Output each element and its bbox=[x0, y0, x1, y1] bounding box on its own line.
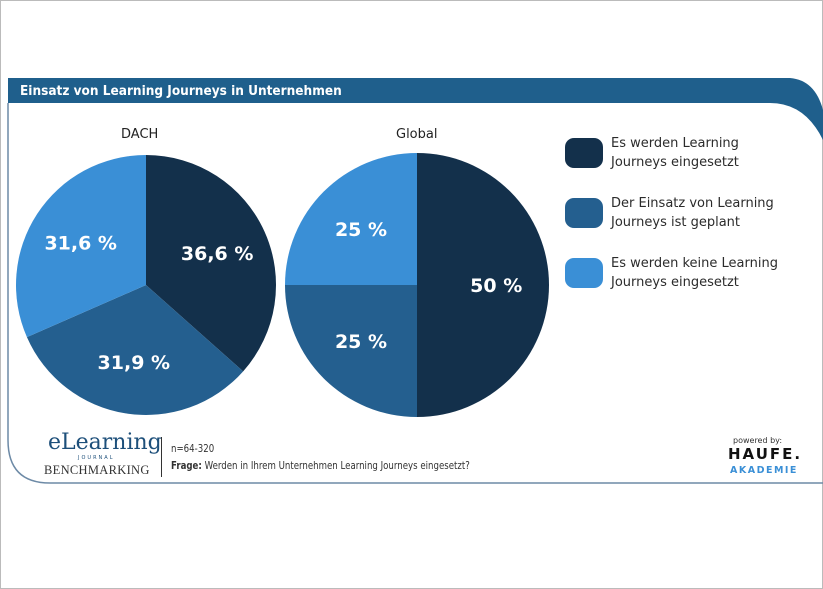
data-label: 36,6 % bbox=[181, 243, 254, 265]
data-label: 31,9 % bbox=[98, 352, 171, 374]
sample-size: n=64-320 bbox=[171, 443, 215, 455]
pie-slice bbox=[16, 155, 146, 338]
legend-label: Es werden Learning bbox=[611, 136, 739, 151]
card-border bbox=[7, 103, 823, 484]
footer-divider bbox=[161, 437, 162, 477]
pie-slice bbox=[146, 155, 276, 372]
question-line: Frage: Werden in Ihrem Unternehmen Learn… bbox=[171, 460, 470, 473]
pie-title-dach: DACH bbox=[121, 127, 159, 142]
legend-item: Es werden Learning Journeys eingesetzt bbox=[611, 134, 811, 172]
data-label: 25 % bbox=[335, 331, 387, 353]
data-label: 25 % bbox=[335, 219, 387, 241]
legend-label: Journeys ist geplant bbox=[611, 215, 741, 230]
pie-slice bbox=[285, 153, 417, 285]
logo-text: BENCHMARKING bbox=[44, 463, 150, 477]
logo-text: eLearning bbox=[48, 430, 162, 455]
legend-label: Journeys eingesetzt bbox=[611, 155, 739, 170]
haufe-logo: HAUFE. bbox=[728, 445, 803, 463]
logo-text-small: JOURNAL bbox=[78, 455, 115, 461]
legend-label: Der Einsatz von Learning bbox=[611, 196, 774, 211]
legend-item: Der Einsatz von Learning Journeys ist gep… bbox=[611, 194, 811, 232]
legend-item: Es werden keine Learning Journeys eingese… bbox=[611, 254, 811, 292]
header-band bbox=[8, 78, 823, 140]
legend-label: Journeys eingesetzt bbox=[611, 275, 739, 290]
chart-title: Einsatz von Learning Journeys in Unterne… bbox=[20, 83, 342, 99]
pie-slice bbox=[417, 153, 549, 417]
data-label: 50 % bbox=[470, 275, 522, 297]
legend-label: Es werden keine Learning bbox=[611, 256, 778, 271]
pie-slice bbox=[26, 285, 244, 415]
legend-swatch bbox=[565, 258, 603, 288]
akademie-logo: AKADEMIE bbox=[730, 465, 798, 476]
legend-swatch bbox=[565, 138, 603, 168]
data-label: 31,6 % bbox=[44, 232, 117, 254]
pie-slice bbox=[285, 285, 417, 417]
legend-swatch bbox=[565, 198, 603, 228]
powered-by: powered by: bbox=[733, 436, 783, 445]
question-text: Werden in Ihrem Unternehmen Learning Jou… bbox=[204, 460, 470, 472]
pie-title-global: Global bbox=[396, 127, 438, 142]
question-label: Frage: bbox=[171, 460, 202, 472]
